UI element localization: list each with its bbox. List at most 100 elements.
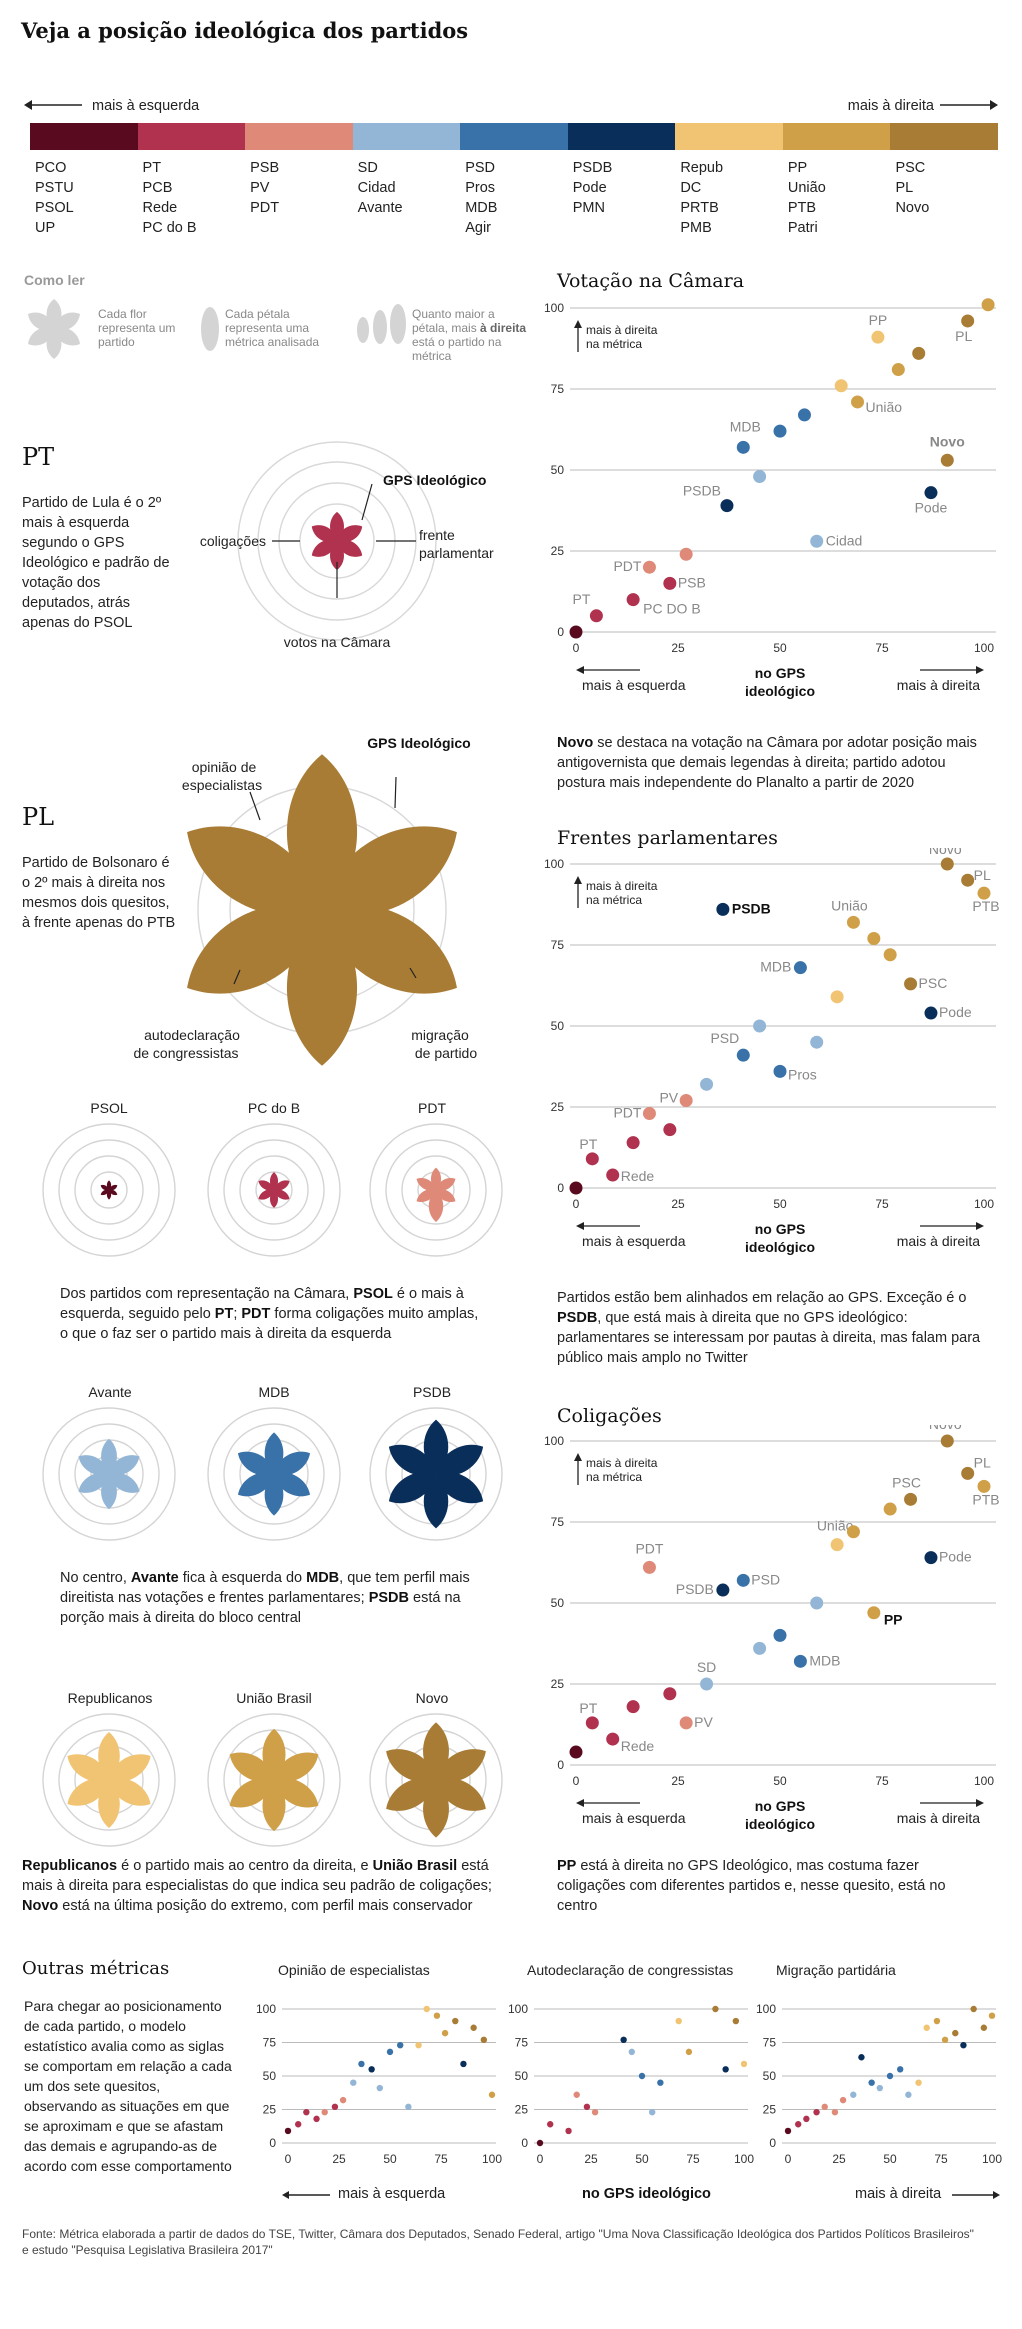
point-label: União bbox=[831, 897, 868, 913]
y-arrowhead-icon bbox=[574, 876, 582, 884]
flower-petal bbox=[337, 539, 363, 557]
x-axis-mid-label-1: no GPS bbox=[755, 665, 806, 681]
data-point bbox=[924, 486, 938, 500]
data-point bbox=[339, 2096, 347, 2104]
y-tick-label: 50 bbox=[551, 1019, 565, 1033]
data-point bbox=[415, 2041, 422, 2049]
lt-f: PDT bbox=[241, 1306, 271, 1322]
flower-petal bbox=[436, 1472, 484, 1504]
data-point bbox=[773, 424, 787, 438]
scale-segment bbox=[567, 123, 676, 150]
data-point bbox=[452, 2017, 459, 2025]
scatter-votacao: 0 25 50 75 100 0 25 50 75 100 PT PC DO B PSB PDT PSDB C… bbox=[544, 292, 1002, 699]
flower-petal bbox=[258, 1189, 274, 1200]
point-label: PTB bbox=[972, 1491, 999, 1507]
data-point bbox=[940, 453, 954, 467]
data-point bbox=[773, 1064, 787, 1078]
data-point bbox=[569, 625, 583, 639]
lt-d: PT bbox=[214, 1306, 234, 1322]
scale-segment bbox=[460, 123, 569, 150]
flower-name-mdb: MDB bbox=[258, 1384, 290, 1400]
coligacoes-note: PP está à direita no GPS Ideológico, mas… bbox=[557, 1856, 987, 1916]
point-label: Pode bbox=[939, 1549, 972, 1565]
flower-republicanos bbox=[67, 1732, 151, 1828]
flower-petal bbox=[416, 1178, 436, 1191]
data-point bbox=[753, 1019, 767, 1033]
data-point bbox=[376, 2084, 383, 2092]
x-right-arrowhead-icon bbox=[976, 1799, 984, 1807]
data-point bbox=[867, 932, 881, 946]
legend-flower bbox=[28, 299, 80, 359]
party-name: PL bbox=[895, 180, 914, 196]
data-point bbox=[753, 469, 767, 483]
data-point bbox=[883, 1502, 897, 1516]
x-left-arrowhead-icon bbox=[576, 1222, 584, 1230]
flower-ring bbox=[223, 1139, 325, 1241]
x-tick-label: 25 bbox=[671, 1197, 685, 1211]
flower-avante bbox=[78, 1438, 140, 1510]
y-tick-label: 100 bbox=[508, 2002, 528, 2016]
size-text-pre: Quanto maior a pétala, mais bbox=[412, 307, 495, 335]
rt-f: está na última posição do extremo, com p… bbox=[58, 1898, 473, 1914]
party-name: Rede bbox=[142, 200, 178, 216]
point-label: PSC bbox=[919, 975, 948, 991]
pt-flower bbox=[311, 511, 363, 571]
right-flowers-text: Republicanos é o partido mais ao centro … bbox=[22, 1856, 522, 1916]
flower-ring bbox=[401, 1155, 471, 1225]
flower-petal bbox=[237, 1451, 274, 1476]
party-name: DC bbox=[680, 180, 702, 196]
data-point bbox=[810, 534, 824, 548]
flower-petal bbox=[109, 1184, 118, 1191]
party-name: PDT bbox=[250, 200, 280, 216]
x-tick-label: 0 bbox=[573, 1197, 580, 1211]
data-point bbox=[793, 961, 807, 975]
flower-petal bbox=[416, 1189, 436, 1202]
party-name: PSDB bbox=[572, 160, 613, 176]
party-name: PP bbox=[787, 160, 808, 176]
x-right-arrowhead-icon bbox=[976, 1222, 984, 1230]
data-point bbox=[923, 2024, 930, 2031]
data-point bbox=[423, 2005, 430, 2013]
y-tick-label: 0 bbox=[521, 2136, 528, 2150]
data-point bbox=[331, 2103, 339, 2111]
flower-petal bbox=[436, 1749, 486, 1783]
x-tick-label: 75 bbox=[875, 641, 889, 655]
small-flowers-left bbox=[42, 1123, 503, 1257]
pl-label-opiniao-2: especialistas bbox=[182, 777, 262, 793]
data-point bbox=[358, 2060, 365, 2068]
party-name: Pode bbox=[572, 180, 607, 196]
flower-petal bbox=[28, 327, 54, 346]
data-point bbox=[810, 1596, 824, 1610]
data-point bbox=[585, 1152, 599, 1166]
scale-segment bbox=[30, 123, 139, 150]
chart-title-frentes: Frentes parlamentares bbox=[557, 827, 778, 849]
data-point bbox=[961, 1466, 975, 1480]
flower-name-pcdob: PC do B bbox=[247, 1100, 301, 1116]
flower-ring bbox=[42, 1713, 176, 1847]
data-point bbox=[591, 2108, 599, 2116]
left-flowers-text: Dos partidos com representação na Câmara… bbox=[60, 1284, 490, 1344]
rt-b: é o partido mais ao centro da direita, e bbox=[117, 1858, 373, 1874]
ct-b: Avante bbox=[130, 1570, 179, 1586]
data-point bbox=[628, 2048, 635, 2056]
mini-title-opiniao: Opinião de especialistas bbox=[278, 1962, 430, 1978]
y-tick-label: 100 bbox=[544, 1434, 564, 1448]
data-point bbox=[565, 2127, 572, 2135]
point-label: PC DO B bbox=[643, 601, 701, 617]
y-tick-label: 50 bbox=[551, 1596, 565, 1610]
x-axis-mid-label-2: ideológico bbox=[745, 1239, 815, 1255]
flower-petal bbox=[274, 1189, 290, 1200]
point-label: Rede bbox=[621, 1738, 655, 1754]
data-point bbox=[851, 395, 865, 409]
data-point bbox=[886, 2072, 894, 2080]
y-tick-label: 75 bbox=[763, 2036, 777, 2050]
data-point bbox=[722, 2066, 729, 2073]
x-left-arrowhead-icon bbox=[576, 1799, 584, 1807]
point-label: SD bbox=[697, 1659, 716, 1675]
left-arrow-icon bbox=[24, 100, 82, 110]
data-point bbox=[679, 547, 693, 561]
data-point bbox=[547, 2121, 554, 2128]
data-point bbox=[405, 2103, 412, 2111]
x-tick-label: 25 bbox=[832, 2152, 846, 2165]
data-point bbox=[846, 1525, 860, 1539]
